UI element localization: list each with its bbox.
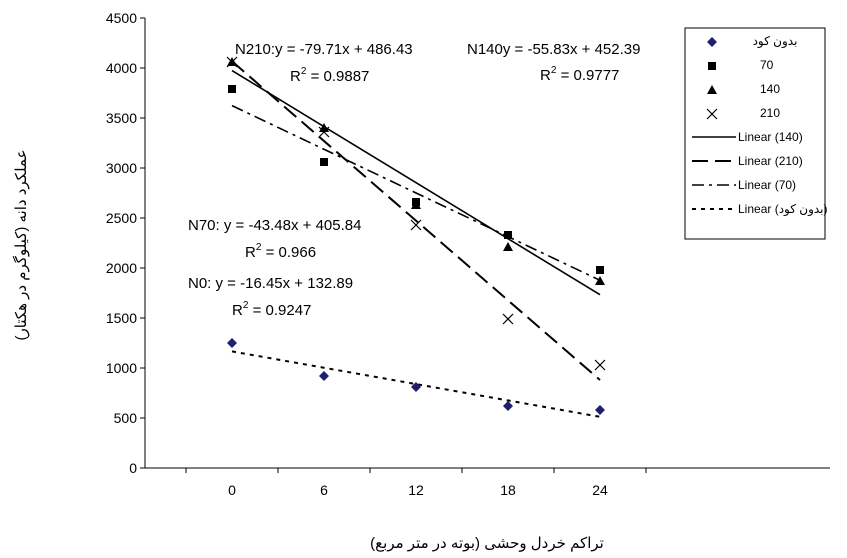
data-point bbox=[227, 338, 237, 348]
trendline bbox=[232, 71, 600, 295]
x-tick-label: 24 bbox=[592, 482, 608, 498]
legend-label: Linear (140) bbox=[738, 130, 803, 144]
y-tick-label: 0 bbox=[129, 460, 137, 476]
equation-label: N140y = -55.83x + 452.39 bbox=[467, 41, 640, 58]
trendlines bbox=[232, 61, 600, 417]
x-tick-label: 0 bbox=[228, 482, 236, 498]
y-tick-label: 500 bbox=[114, 410, 138, 426]
y-tick-label: 2000 bbox=[106, 260, 137, 276]
data-point bbox=[504, 231, 512, 239]
legend-label: Linear (210) bbox=[738, 154, 803, 168]
legend-label: بدون کود bbox=[753, 34, 798, 49]
y-tick-label: 1000 bbox=[106, 360, 137, 376]
data-point bbox=[503, 242, 513, 251]
x-tick-label: 12 bbox=[408, 482, 424, 498]
y-tick-label: 3000 bbox=[106, 160, 137, 176]
y-tick-label: 1500 bbox=[106, 310, 137, 326]
data-point bbox=[595, 276, 605, 285]
data-point bbox=[320, 158, 328, 166]
equation-label: N70: y = -43.48x + 405.84 bbox=[188, 217, 361, 234]
data-point bbox=[595, 405, 605, 415]
legend-label: Linear (بدون کود) bbox=[738, 202, 828, 217]
y-tick-label: 4000 bbox=[106, 60, 137, 76]
equation-label: N0: y = -16.45x + 132.89 bbox=[188, 275, 353, 292]
r-squared-label: R2 = 0.9887 bbox=[290, 66, 369, 85]
y-tick-label: 4500 bbox=[106, 10, 137, 26]
x-tick-label: 6 bbox=[320, 482, 328, 498]
data-point bbox=[228, 85, 236, 93]
legend-label: 140 bbox=[760, 82, 780, 96]
r-squared-label: R2 = 0.9247 bbox=[232, 300, 311, 319]
y-tick-label: 3500 bbox=[106, 110, 137, 126]
data-point bbox=[503, 314, 513, 324]
data-point bbox=[596, 266, 604, 274]
legend-label: Linear (70) bbox=[738, 178, 796, 192]
data-point bbox=[595, 360, 605, 370]
equation-label: N210:y = -79.71x + 486.43 bbox=[235, 41, 413, 58]
legend-label: 70 bbox=[760, 58, 774, 72]
y-axis-title: عملکرد دانه (کیلوگرم در هکتار) bbox=[12, 149, 30, 340]
r-squared-label: R2 = 0.966 bbox=[245, 242, 316, 261]
data-point bbox=[503, 401, 513, 411]
r-squared-label: R2 = 0.9777 bbox=[540, 65, 619, 84]
data-markers bbox=[227, 57, 605, 415]
legend: بدون کود 70 140 210 Linear (140) Linear (210)… bbox=[685, 28, 828, 239]
x-tick-label: 18 bbox=[500, 482, 516, 498]
legend-marker bbox=[708, 62, 716, 70]
y-tick-label: 2500 bbox=[106, 210, 137, 226]
x-axis-title: تراکم خردل وحشی (بوته در متر مربع) bbox=[370, 535, 604, 552]
legend-label: 210 bbox=[760, 106, 780, 120]
data-point bbox=[319, 371, 329, 381]
